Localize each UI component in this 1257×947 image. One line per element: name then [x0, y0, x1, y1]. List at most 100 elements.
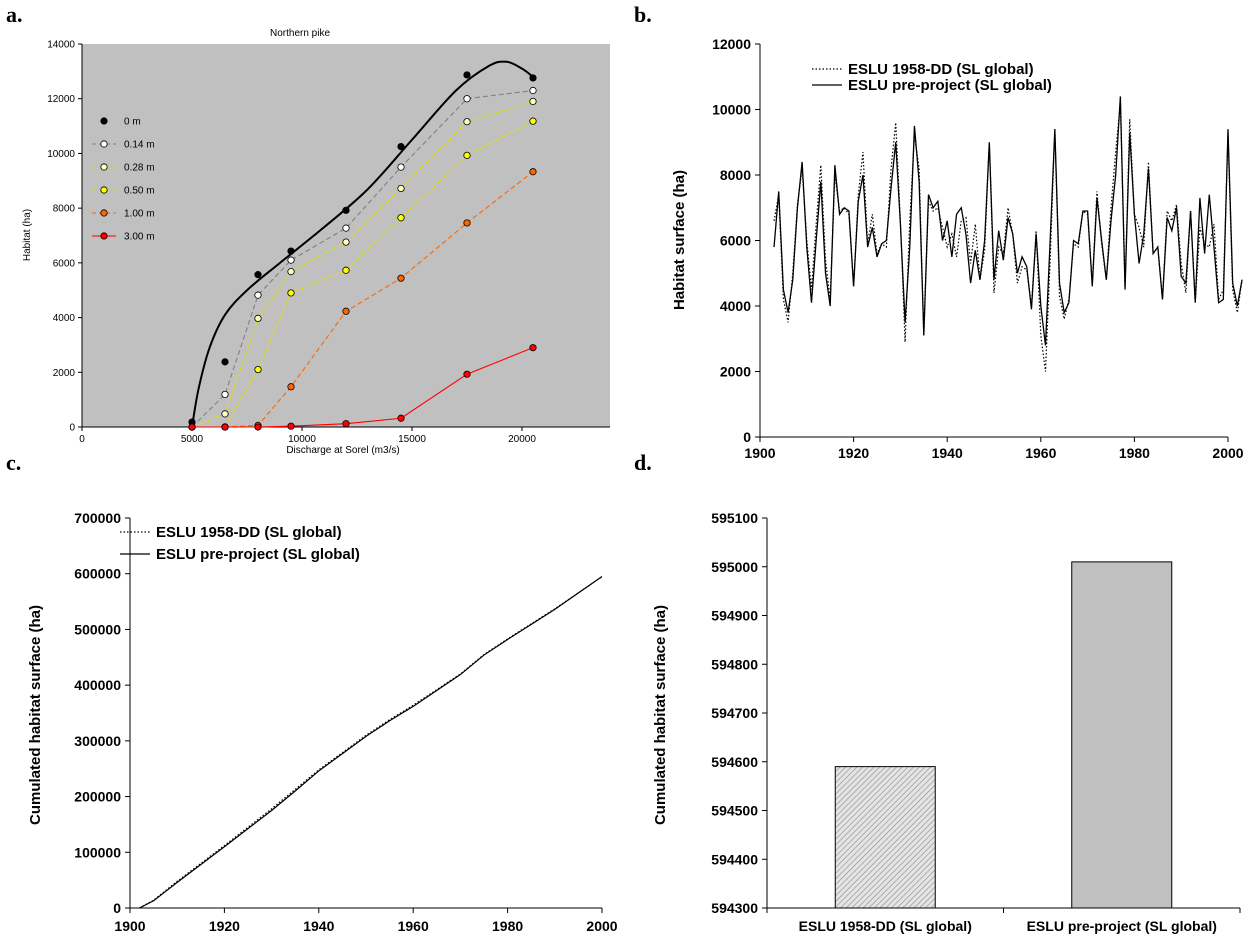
data-point [221, 410, 229, 418]
y-tick-label: 594800 [711, 656, 758, 672]
data-point [463, 151, 471, 159]
x-tick-label: 1920 [838, 445, 869, 461]
data-point [254, 291, 262, 299]
y-tick-label: 594700 [711, 705, 758, 721]
y-tick-label: 8000 [720, 167, 751, 183]
panel-label-a: a. [6, 2, 23, 27]
legend-marker [100, 117, 108, 125]
series-line [191, 89, 534, 428]
data-point [342, 224, 350, 232]
series-line [191, 100, 534, 428]
data-point [287, 268, 295, 276]
y-axis-label: Cumulated habitat surface (ha) [652, 605, 669, 825]
data-point [397, 214, 405, 222]
y-tick-label: 4000 [53, 313, 76, 324]
data-point [529, 97, 537, 106]
x-tick-label: 2000 [1212, 445, 1243, 461]
y-tick-label: 594900 [711, 608, 758, 624]
legend-marker [100, 163, 108, 171]
data-point [287, 383, 295, 391]
y-tick-label: 10000 [712, 102, 751, 118]
x-tick-label: 2000 [586, 918, 617, 934]
bar [834, 766, 936, 909]
series-line [773, 102, 1243, 372]
y-tick-label: 594600 [711, 754, 758, 770]
data-point [529, 117, 537, 125]
data-point [463, 118, 471, 126]
y-tick-label: 10000 [47, 149, 75, 160]
x-axis-label: Discharge at Sorel (m3/s) [286, 445, 399, 456]
data-point [397, 414, 405, 422]
data-point [342, 420, 350, 428]
data-point [287, 422, 295, 430]
legend-marker [100, 186, 108, 194]
x-tick-label: 20000 [508, 434, 536, 445]
data-point [287, 289, 295, 297]
data-point [529, 74, 537, 82]
legend-label: 0.50 m [124, 186, 155, 197]
chart-a: 0 2000 4000 6000 8000 10000 12000 14000 0 5000 100… [22, 28, 610, 456]
data-point [221, 358, 229, 366]
data-point [188, 423, 196, 431]
legend-label: 0 m [124, 117, 141, 128]
legend-marker [100, 209, 108, 217]
data-point [529, 344, 537, 352]
data-point [463, 370, 471, 378]
x-tick-label: 1940 [303, 918, 334, 934]
series-line [192, 120, 534, 428]
x-tick-label: 1920 [209, 918, 240, 934]
plot-area [82, 44, 610, 427]
y-tick-label: 2000 [53, 368, 76, 379]
y-tick-label: 200000 [74, 789, 121, 805]
y-tick-label: 0 [743, 429, 751, 445]
data-point [397, 184, 405, 193]
x-tick-label: 1960 [398, 918, 429, 934]
x-tick-label: 1900 [114, 918, 145, 934]
data-point [463, 71, 471, 79]
y-tick-label: 594500 [711, 803, 758, 819]
y-tick-label: 6000 [53, 258, 76, 269]
chart-d: 594300 594400 594500 594600 594700 594800 5949… [652, 510, 1241, 934]
data-point [342, 266, 350, 274]
data-point [254, 423, 262, 431]
data-point [221, 423, 229, 431]
y-tick-label: 14000 [47, 40, 75, 51]
legend-marker [100, 140, 108, 148]
y-tick-label: 500000 [74, 621, 121, 637]
y-tick-label: 0 [113, 900, 121, 916]
series-line [773, 96, 1243, 346]
y-tick-label: 2000 [720, 364, 751, 380]
data-point [342, 307, 350, 315]
y-tick-label: 595100 [711, 510, 758, 526]
data-point [397, 142, 405, 151]
series-line [192, 171, 534, 428]
data-point [221, 390, 229, 399]
legend-label: ESLU 1958-DD (SL global) [156, 524, 342, 541]
data-point [463, 219, 471, 227]
legend-label: 3.00 m [124, 232, 155, 243]
panel-label-d: d. [634, 450, 652, 475]
y-tick-label: 0 [69, 423, 75, 434]
x-tick-label: 0 [79, 434, 85, 445]
x-tick-label: 1940 [932, 445, 963, 461]
y-axis-label: Cumulated habitat surface (ha) [27, 605, 44, 825]
data-point [529, 86, 537, 95]
x-tick-label: 1980 [1119, 445, 1150, 461]
legend-label: 1.00 m [124, 209, 155, 220]
data-point [254, 271, 262, 279]
chart-b: 0 2000 4000 6000 8000 10000 12000 1900 1920 1940 1… [671, 36, 1244, 461]
x-tick-label: 1900 [744, 445, 775, 461]
legend-label: 0.28 m [124, 163, 155, 174]
y-tick-label: 595000 [711, 559, 758, 575]
chart-c: 0 100000 200000 300000 400000 500000 600000 700… [27, 510, 618, 934]
y-tick-label: 4000 [720, 298, 751, 314]
panel-label-b: b. [634, 2, 652, 27]
legend-label: ESLU pre-project (SL global) [848, 77, 1052, 94]
x-tick-label: 1980 [492, 918, 523, 934]
data-point [342, 206, 350, 214]
legend-label: ESLU pre-project (SL global) [156, 546, 360, 563]
data-point [342, 238, 350, 246]
y-tick-label: 600000 [74, 566, 121, 582]
y-tick-label: 12000 [47, 94, 75, 105]
